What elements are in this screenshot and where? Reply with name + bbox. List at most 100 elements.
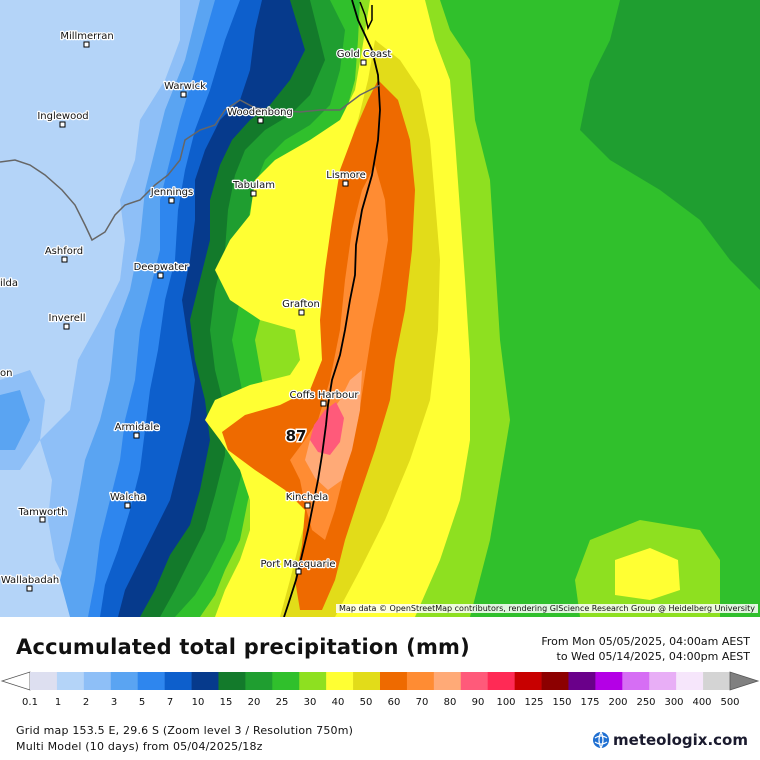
scale-arrow-left [0, 671, 31, 691]
svg-text:Wallabadah: Wallabadah [1, 575, 59, 586]
svg-text:on: on [0, 368, 12, 379]
scale-tick-label: 100 [496, 697, 515, 708]
town-port-macquarie: Port Macquarie [259, 558, 337, 575]
scale-cell [703, 672, 731, 690]
scale-tick-label: 2 [83, 697, 89, 708]
scale-cell [299, 672, 327, 690]
svg-text:Tabulam: Tabulam [232, 180, 275, 191]
max-value-label: 87 [286, 427, 307, 445]
brand-name: meteologix.com [613, 731, 748, 749]
town-kinchela: Kinchela [284, 491, 330, 509]
map-attribution[interactable]: Map data © OpenStreetMap contributors, r… [336, 604, 758, 613]
scale-cell [245, 672, 273, 690]
scale-cell [514, 672, 542, 690]
town-gold-coast: Gold Coast [335, 48, 393, 66]
scale-tick-label: 30 [304, 697, 317, 708]
scale-cell [56, 672, 85, 690]
town-on: on [0, 367, 14, 381]
scale-tick-label: 250 [636, 697, 655, 708]
scale-tick-label: 1 [55, 697, 61, 708]
scale-tick-label: 10 [192, 697, 205, 708]
scale-tick-label: 5 [139, 697, 145, 708]
scale-tick-label: 175 [580, 697, 599, 708]
town-ashford: Ashford [44, 245, 84, 263]
globe-icon [593, 731, 610, 749]
svg-text:Armidale: Armidale [115, 422, 160, 433]
svg-text:Walcha: Walcha [110, 492, 146, 503]
scale-cell [137, 672, 165, 690]
scale-tick-label: 0.1 [22, 697, 38, 708]
scale-cell [541, 672, 569, 690]
brand-logo[interactable]: meteologix.com [592, 731, 748, 749]
scale-arrow-right [729, 671, 760, 691]
color-scale: 0.1 1 2 3 5 7 10 15 20 25 30 40 50 60 70 80 90 100 125 150 1… [0, 669, 760, 709]
svg-text:Kinchela: Kinchela [286, 492, 329, 503]
svg-text:Jennings: Jennings [150, 187, 193, 198]
scale-cell [30, 672, 58, 690]
precip-band-11b [615, 548, 680, 600]
coastline-inlet [359, 1, 373, 31]
model-info: Multi Model (10 days) from 05/04/2025/18… [16, 740, 263, 753]
scale-cell [460, 672, 488, 690]
scale-tick-label: 400 [692, 697, 711, 708]
town-walcha: Walcha [109, 491, 147, 509]
svg-text:Warwick: Warwick [164, 81, 206, 92]
scale-tick-label: 3 [111, 697, 117, 708]
scale-tick-label: 7 [167, 697, 173, 708]
svg-text:Millmerran: Millmerran [60, 31, 113, 42]
scale-cell [406, 672, 435, 690]
scale-tick-label: 80 [444, 697, 457, 708]
scale-tick-label: 70 [416, 697, 429, 708]
scale-tick-label: 60 [388, 697, 401, 708]
scale-cell [433, 672, 462, 690]
town-inverell: Inverell [47, 312, 87, 330]
scale-tick-label: 40 [332, 697, 345, 708]
coastline [283, 0, 381, 617]
town-armidale: Armidale [113, 421, 161, 439]
grid-info: Grid map 153.5 E, 29.6 S (Zoom level 3 /… [16, 724, 354, 737]
svg-text:Grafton: Grafton [282, 299, 320, 310]
town-inglewood: Inglewood [36, 110, 90, 128]
scale-tick-label: 50 [360, 697, 373, 708]
svg-text:Tamworth: Tamworth [18, 507, 68, 518]
town-wallabadah: Wallabadah [0, 574, 60, 592]
svg-text:Lismore: Lismore [326, 170, 365, 181]
scale-tick-label: 20 [248, 697, 261, 708]
town-deepwater: Deepwater [132, 261, 191, 279]
scale-cell [649, 672, 677, 690]
precip-band-dark-ne [580, 0, 760, 290]
scale-tick-label: 150 [552, 697, 571, 708]
precipitation-map[interactable]: Millmerran Gold Coast Warwick Inglewood … [0, 0, 760, 617]
town-warwick: Warwick [163, 80, 207, 98]
svg-text:Port Macquarie: Port Macquarie [260, 559, 335, 570]
scale-tick-label: 90 [472, 697, 485, 708]
scale-cell [272, 672, 300, 690]
scale-tick-label: 125 [524, 697, 543, 708]
scale-cell [622, 672, 650, 690]
town-woodenbong: Woodenbong [226, 106, 294, 124]
scale-cell [326, 672, 354, 690]
svg-text:Woodenbong: Woodenbong [227, 107, 293, 118]
scale-cell [218, 672, 246, 690]
svg-text:Inverell: Inverell [49, 313, 86, 324]
period-from: From Mon 05/05/2025, 04:00am AEST [541, 635, 750, 648]
scale-cell [110, 672, 138, 690]
town-lismore: Lismore [325, 169, 367, 187]
precip-band-3b [0, 390, 30, 450]
town-coffs-harbour: Coffs Harbour [288, 389, 361, 407]
town-millmerran: Millmerran [59, 30, 115, 48]
legend-panel: Accumulated total precipitation (mm) Fro… [0, 617, 760, 760]
scale-tick-label: 200 [608, 697, 627, 708]
scale-cell [676, 672, 704, 690]
svg-text:Ashford: Ashford [45, 246, 83, 257]
scale-tick-label: 300 [664, 697, 683, 708]
state-border [0, 84, 381, 242]
scale-cell [568, 672, 596, 690]
svg-text:ilda: ilda [0, 278, 18, 289]
svg-text:Inglewood: Inglewood [37, 111, 88, 122]
town-tabulam: Tabulam [231, 179, 276, 197]
svg-text:Coffs Harbour: Coffs Harbour [289, 390, 359, 401]
scale-tick-label: 25 [276, 697, 289, 708]
scale-tick-label: 500 [720, 697, 739, 708]
scale-cell [353, 672, 381, 690]
